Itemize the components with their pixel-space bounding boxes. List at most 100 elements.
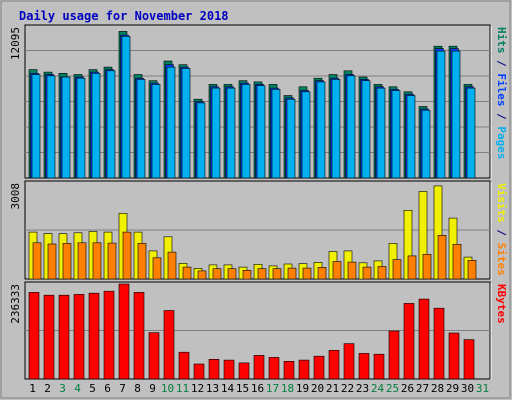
x-tick-label-28: 28: [431, 382, 444, 395]
x-tick-label-1: 1: [29, 382, 36, 395]
x-tick-label-19: 19: [296, 382, 309, 395]
series-sites: [32, 231, 477, 280]
x-tick-label-30: 30: [461, 382, 474, 395]
bar-sites-4: [77, 242, 87, 280]
bar-pages-18: [286, 98, 296, 179]
bar-pages-16: [256, 85, 266, 179]
series-label-part: Hits: [495, 27, 508, 54]
bar-kbytes-9: [148, 332, 160, 380]
bar-pages-25: [391, 90, 401, 179]
x-tick-label-31: 31: [476, 382, 489, 395]
x-tick-label-6: 6: [104, 382, 111, 395]
bar-pages-3: [61, 76, 71, 179]
bar-kbytes-20: [313, 355, 325, 380]
bar-kbytes-5: [88, 292, 100, 380]
bar-pages-26: [406, 95, 416, 179]
x-tick-label-23: 23: [356, 382, 369, 395]
bar-kbytes-7: [118, 283, 130, 380]
bar-sites-11: [182, 266, 192, 280]
bar-sites-20: [317, 267, 327, 280]
x-tick-label-14: 14: [221, 382, 235, 395]
x-tick-label-13: 13: [206, 382, 219, 395]
chart-panels: 12095 Hits / Files / Pages 3008 Visits / Si…: [9, 24, 508, 380]
bar-kbytes-23: [358, 353, 370, 380]
series-label-part: Files: [495, 73, 508, 106]
bar-pages-9: [151, 84, 161, 179]
bar-pages-12: [196, 102, 206, 179]
bar-pages-21: [331, 79, 341, 179]
y-max-label: 12095: [9, 27, 22, 60]
x-tick-label-29: 29: [446, 382, 459, 395]
bar-sites-9: [152, 257, 162, 280]
bar-sites-15: [242, 269, 252, 280]
bar-pages-8: [136, 79, 146, 179]
bar-sites-12: [197, 270, 207, 280]
x-tick-label-3: 3: [59, 382, 66, 395]
x-tick-label-5: 5: [89, 382, 96, 395]
bar-kbytes-14: [223, 359, 235, 380]
x-tick-label-8: 8: [134, 382, 141, 395]
bar-sites-27: [422, 254, 432, 280]
bar-kbytes-2: [43, 294, 55, 380]
bar-pages-2: [46, 75, 56, 179]
bar-pages-14: [226, 87, 236, 179]
bar-pages-22: [346, 75, 356, 179]
series-kbytes: [28, 283, 475, 380]
series-label-visits-sites: Visits / Sites: [495, 183, 508, 276]
bar-sites-10: [167, 251, 177, 280]
bar-kbytes-26: [403, 303, 415, 380]
bar-pages-17: [271, 89, 281, 179]
bar-pages-20: [316, 81, 326, 179]
bar-sites-6: [107, 242, 117, 280]
bar-kbytes-4: [73, 294, 85, 380]
panel-kbytes: 236333 KBytes: [9, 281, 508, 380]
x-tick-label-15: 15: [236, 382, 249, 395]
bar-pages-15: [241, 84, 251, 179]
bar-pages-29: [451, 50, 461, 179]
bar-kbytes-6: [103, 290, 115, 380]
bar-kbytes-22: [343, 343, 355, 380]
bar-kbytes-8: [133, 292, 145, 380]
bar-sites-28: [437, 235, 447, 280]
x-tick-label-16: 16: [251, 382, 264, 395]
chart-title: Daily usage for November 2018: [19, 9, 229, 23]
bar-pages-28: [436, 50, 446, 179]
bar-pages-5: [91, 73, 101, 179]
bar-kbytes-18: [283, 360, 295, 380]
y-max-label: 3008: [9, 183, 22, 210]
series-label-part: Pages: [495, 126, 508, 159]
series-label-part: /: [495, 107, 508, 127]
x-tick-label-24: 24: [371, 382, 385, 395]
bar-pages-1: [31, 74, 41, 179]
bar-sites-21: [332, 261, 342, 280]
bar-pages-19: [301, 91, 311, 179]
bar-kbytes-24: [373, 353, 385, 380]
bar-kbytes-15: [238, 362, 250, 380]
x-tick-label-11: 11: [176, 382, 189, 395]
bar-kbytes-11: [178, 351, 190, 380]
bar-pages-27: [421, 109, 431, 179]
x-tick-label-17: 17: [266, 382, 279, 395]
bar-kbytes-28: [433, 307, 445, 380]
bar-sites-26: [407, 255, 417, 280]
bar-sites-3: [62, 243, 72, 280]
panel-hits-files-pages: 12095 Hits / Files / Pages: [9, 24, 508, 179]
bar-sites-29: [452, 244, 462, 280]
x-tick-label-27: 27: [416, 382, 429, 395]
bar-kbytes-21: [328, 349, 340, 380]
x-tick-label-21: 21: [326, 382, 339, 395]
bar-sites-5: [92, 242, 102, 280]
panel-visits-sites: 3008 Visits / Sites: [9, 180, 508, 280]
series-label-part: /: [495, 223, 508, 243]
x-tick-label-26: 26: [401, 382, 414, 395]
bar-pages-23: [361, 80, 371, 179]
bar-kbytes-19: [298, 359, 310, 380]
bar-sites-2: [47, 243, 57, 280]
bar-kbytes-25: [388, 330, 400, 380]
bar-kbytes-17: [268, 357, 280, 380]
x-tick-label-7: 7: [119, 382, 126, 395]
bar-sites-25: [392, 259, 402, 280]
series-label-part: KBytes: [495, 284, 508, 324]
bar-kbytes-10: [163, 310, 175, 380]
bar-sites-8: [137, 243, 147, 280]
